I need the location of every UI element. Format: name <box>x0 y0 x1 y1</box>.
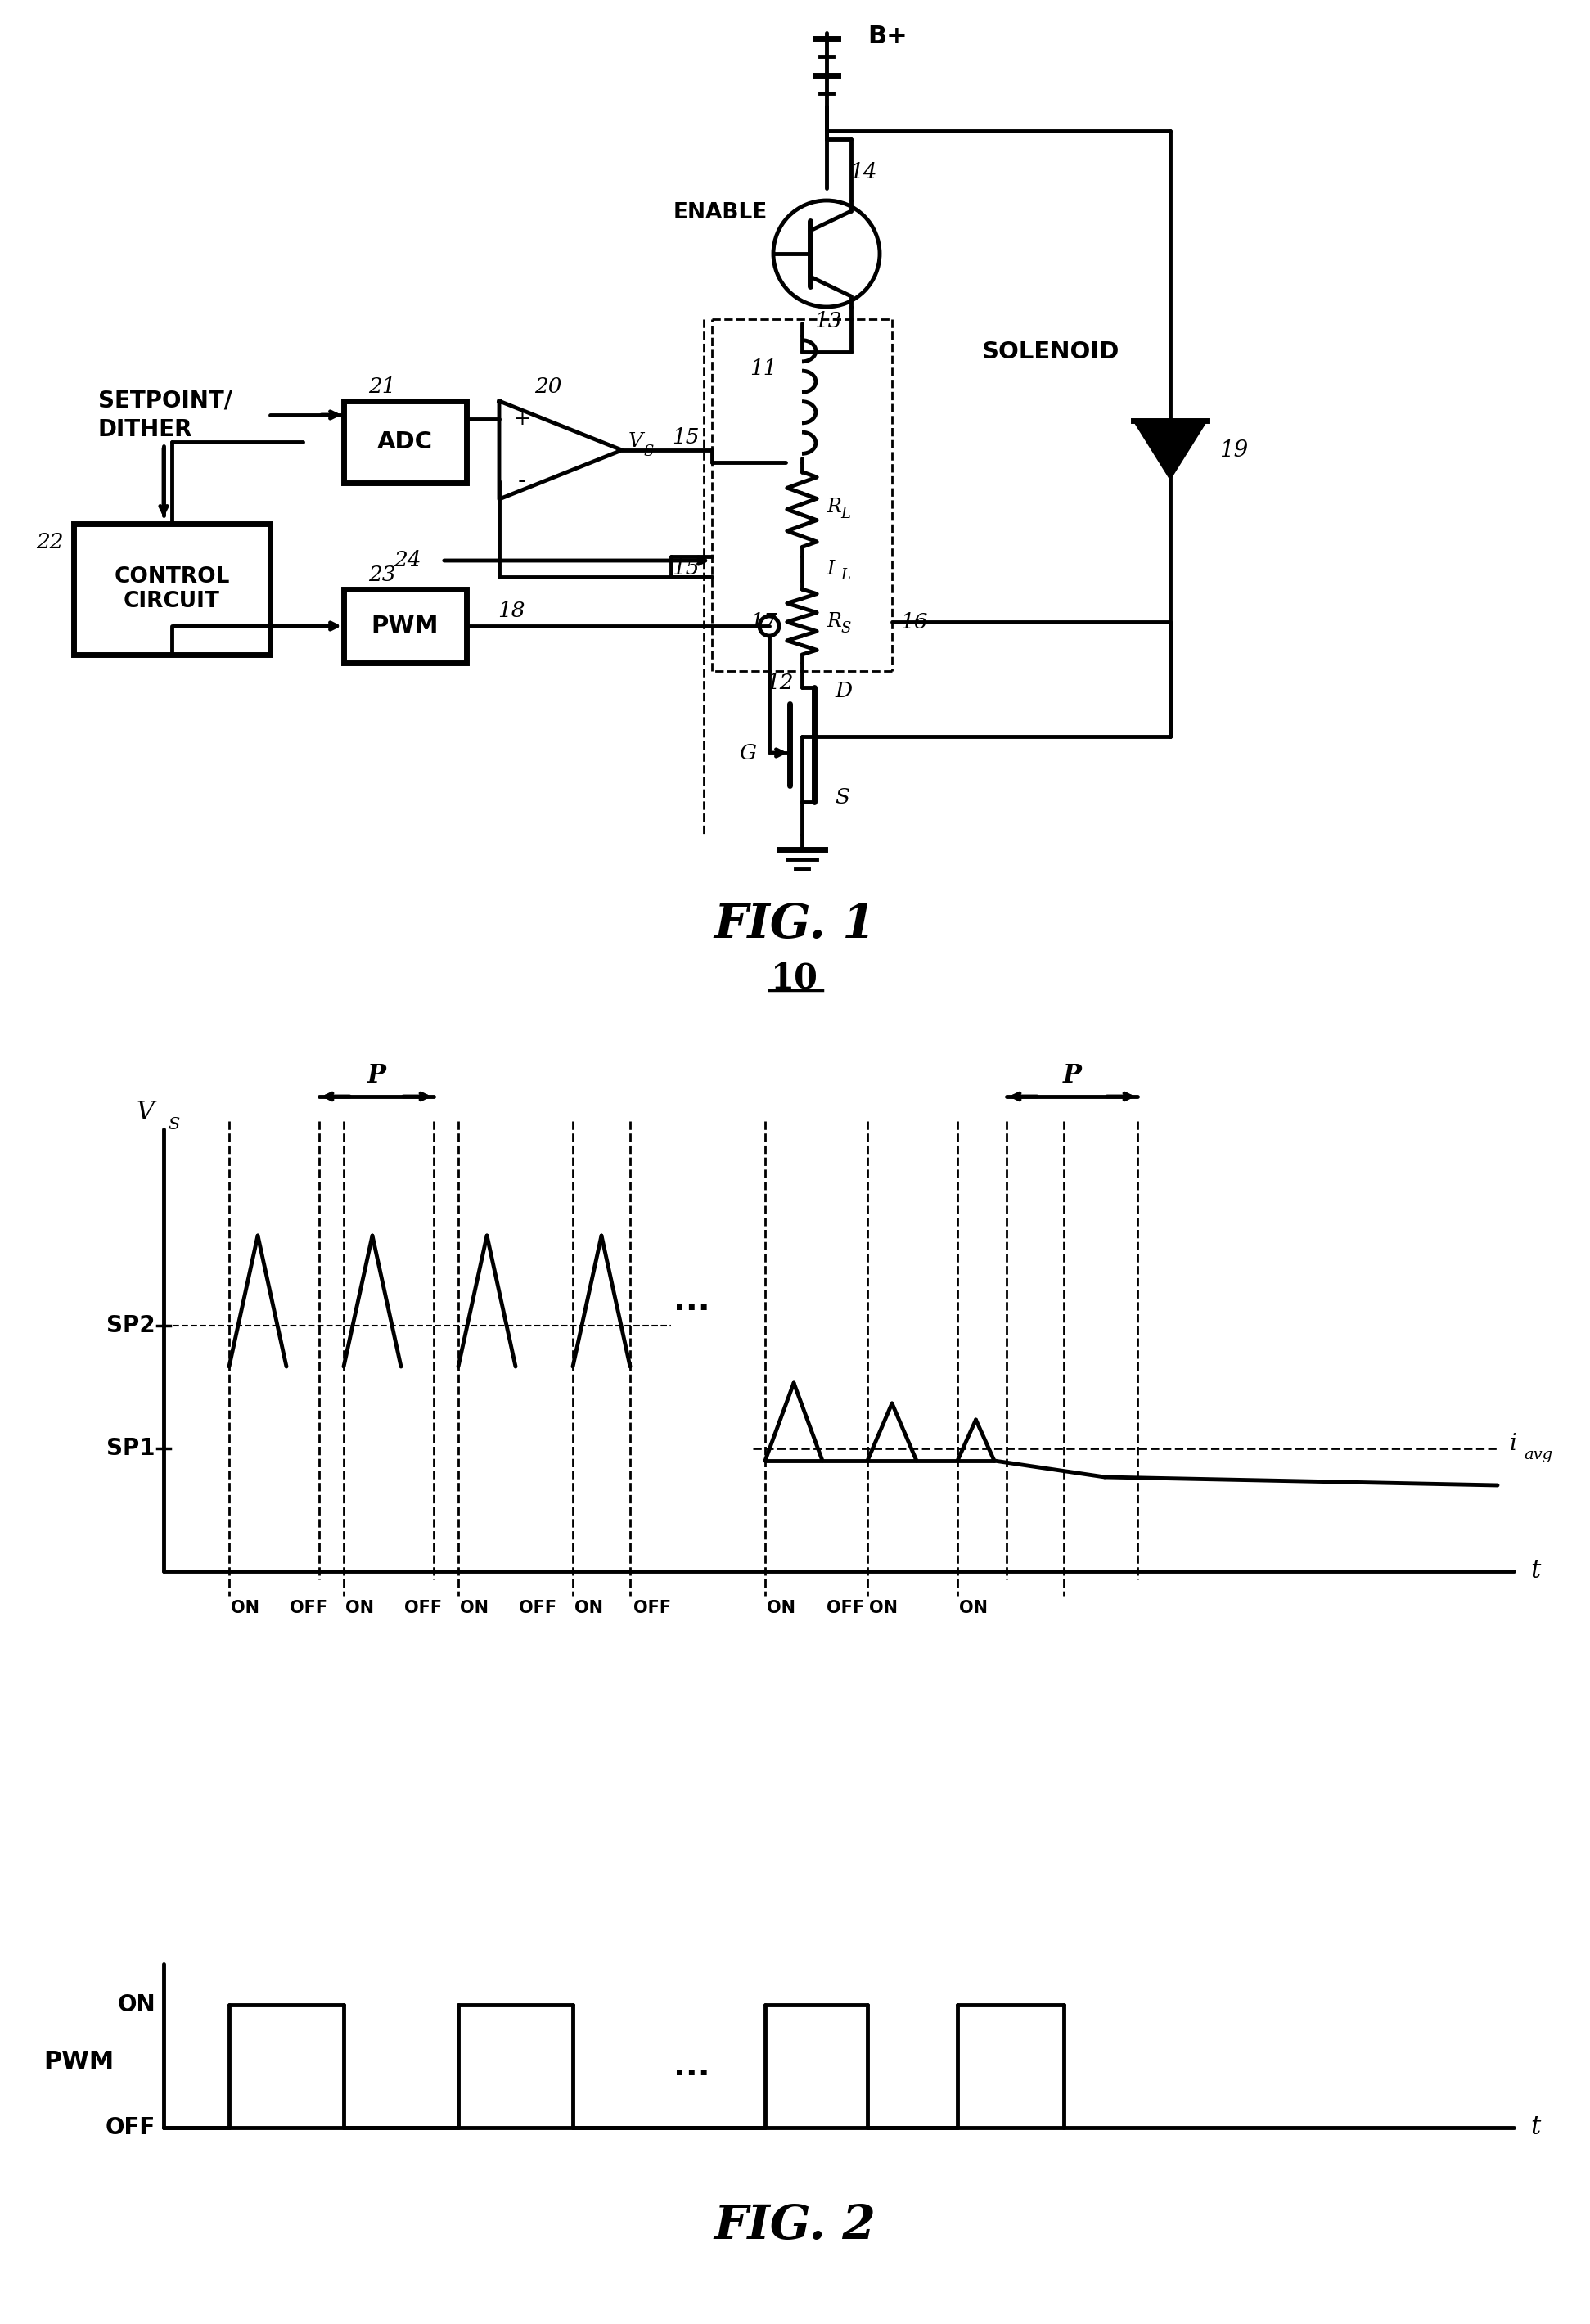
Text: L: L <box>841 507 851 521</box>
Text: 23: 23 <box>369 565 396 586</box>
Text: ON: ON <box>118 1994 156 2017</box>
Text: t: t <box>1530 2115 1541 2140</box>
Text: CIRCUIT: CIRCUIT <box>124 590 219 611</box>
Text: OFF: OFF <box>518 1599 556 1615</box>
Text: P: P <box>367 1062 386 1088</box>
Text: S: S <box>169 1118 180 1132</box>
Text: ON: ON <box>574 1599 603 1615</box>
Text: OFF: OFF <box>827 1599 865 1615</box>
Text: FIG. 2: FIG. 2 <box>714 2203 876 2250</box>
Text: D: D <box>835 681 852 702</box>
Bar <box>343 590 466 662</box>
Text: S: S <box>644 444 653 460</box>
Text: ON: ON <box>231 1599 259 1615</box>
Text: P: P <box>1062 1062 1081 1088</box>
Text: 17: 17 <box>750 611 778 632</box>
Text: 24: 24 <box>394 551 421 572</box>
Text: -: - <box>518 469 526 493</box>
Polygon shape <box>1134 421 1207 479</box>
Text: SP1: SP1 <box>107 1436 156 1459</box>
Text: 11: 11 <box>750 358 778 379</box>
Polygon shape <box>499 402 622 500</box>
Text: ...: ... <box>673 2050 709 2082</box>
Text: CONTROL: CONTROL <box>114 567 229 588</box>
Text: ON: ON <box>959 1599 987 1615</box>
Text: I: I <box>827 560 835 579</box>
Text: FIG. 1: FIG. 1 <box>714 902 876 948</box>
Text: 18: 18 <box>498 602 525 621</box>
Bar <box>73 523 270 655</box>
Text: 20: 20 <box>534 376 561 397</box>
Text: 16: 16 <box>900 611 927 632</box>
Text: DITHER: DITHER <box>99 418 192 442</box>
Text: ENABLE: ENABLE <box>673 202 768 223</box>
Text: R: R <box>827 497 841 516</box>
Text: PWM: PWM <box>45 2050 114 2073</box>
Text: SETPOINT/: SETPOINT/ <box>99 390 232 411</box>
Text: V: V <box>135 1099 154 1125</box>
Text: OFF: OFF <box>289 1599 328 1615</box>
Text: 14: 14 <box>849 163 876 181</box>
Text: PWM: PWM <box>372 614 439 637</box>
Text: OFF: OFF <box>633 1599 671 1615</box>
Text: ADC: ADC <box>377 430 432 453</box>
Text: G: G <box>739 744 757 762</box>
Text: i: i <box>1510 1434 1517 1455</box>
Text: SOLENOID: SOLENOID <box>983 339 1119 363</box>
Text: t: t <box>1530 1559 1541 1585</box>
Text: S: S <box>841 621 851 637</box>
Text: ON: ON <box>870 1599 898 1615</box>
Text: ON: ON <box>766 1599 795 1615</box>
Text: 15: 15 <box>673 428 700 449</box>
Bar <box>343 402 466 483</box>
Text: 10: 10 <box>771 960 819 995</box>
Text: 15: 15 <box>673 558 700 579</box>
Text: OFF: OFF <box>404 1599 442 1615</box>
Text: +: + <box>514 409 531 430</box>
Text: 12: 12 <box>766 674 793 693</box>
Text: R: R <box>827 614 841 632</box>
Text: ...: ... <box>673 1285 709 1318</box>
Text: ON: ON <box>460 1599 488 1615</box>
Text: 22: 22 <box>37 532 64 553</box>
Text: 13: 13 <box>814 311 841 332</box>
Text: L: L <box>841 567 851 583</box>
Text: 21: 21 <box>369 376 396 397</box>
Text: OFF: OFF <box>105 2117 156 2138</box>
Text: V: V <box>628 432 644 451</box>
Text: ON: ON <box>345 1599 374 1615</box>
Text: 19: 19 <box>1220 439 1248 460</box>
Text: B+: B+ <box>868 26 908 49</box>
Text: S: S <box>835 788 849 809</box>
Text: SP2: SP2 <box>107 1313 156 1336</box>
Text: avg: avg <box>1523 1448 1552 1462</box>
